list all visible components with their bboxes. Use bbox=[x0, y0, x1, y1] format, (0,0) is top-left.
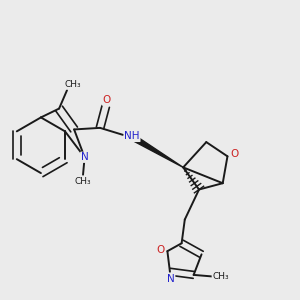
Text: NH: NH bbox=[124, 131, 140, 141]
Text: N: N bbox=[167, 274, 175, 284]
Text: O: O bbox=[102, 95, 110, 105]
Polygon shape bbox=[127, 132, 183, 167]
Text: CH₃: CH₃ bbox=[75, 177, 91, 186]
Text: O: O bbox=[156, 244, 165, 255]
Text: CH₃: CH₃ bbox=[64, 80, 81, 89]
Text: N: N bbox=[81, 152, 88, 162]
Text: CH₃: CH₃ bbox=[212, 272, 229, 281]
Text: O: O bbox=[230, 149, 238, 159]
